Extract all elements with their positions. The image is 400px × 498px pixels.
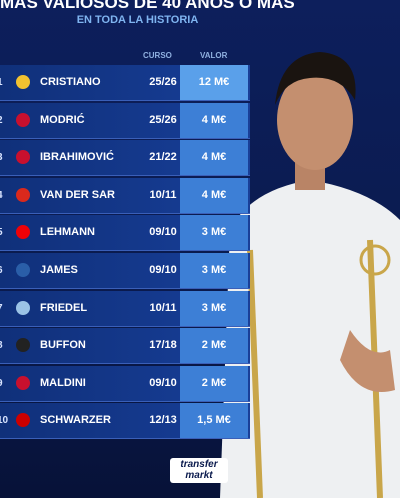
market-value: 12 M€ [180,65,248,100]
season: 10/11 [149,301,177,314]
player-name: LEHMANN [40,226,95,239]
rank: 4 [0,178,3,213]
market-value: 1,5 M€ [180,403,248,439]
rank: 8 [0,328,3,363]
title: MÁS VALIOSOS DE 40 AÑOS O MÁS [0,0,295,12]
club-logo [16,413,30,428]
club-logo [16,150,30,165]
club-logo [16,300,30,315]
season: 09/10 [149,226,177,239]
club-logo [16,338,30,353]
club-logo [16,75,30,89]
player-name: FRIEDEL [40,301,88,314]
logo-text: transfer [180,459,218,470]
column-header: VALOR [200,51,228,60]
rank: 3 [0,140,3,175]
market-value: 4 M€ [180,102,248,138]
table-row: 4 VAN DER SAR 10/114 M€ [0,177,250,214]
market-value: 3 M€ [180,215,248,251]
rank: 7 [0,291,3,326]
player-name: MALDINI [40,376,86,389]
rank: 2 [0,103,3,138]
player-name: MODRIĆ [40,113,85,126]
player-name: CRISTIANO [40,76,101,88]
rank: 6 [0,253,3,288]
season: 10/11 [149,188,177,201]
club-logo [16,225,30,240]
table-row: 2 MODRIĆ 25/264 M€ [0,102,250,139]
season: 25/26 [149,76,177,88]
market-value: 4 M€ [180,177,248,213]
market-value: 4 M€ [180,140,248,176]
player-name: JAMES [40,264,78,276]
club-logo [16,263,30,277]
player-name: VAN DER SAR [40,188,115,201]
season: 21/22 [149,151,177,164]
season: 09/10 [149,264,177,276]
player-photo [220,52,400,498]
table-row: 10 SCHWARZER 12/131,5 M€ [0,403,250,440]
player-name: SCHWARZER [40,414,111,427]
season: 12/13 [149,414,177,427]
rank: 1 [0,65,3,100]
season: 25/26 [149,113,177,126]
table-row: 6 JAMES 09/103 M€ [0,253,250,289]
market-value: 3 M€ [180,253,248,288]
market-value: 3 M€ [180,290,248,326]
footer-logo: transfer markt [170,458,228,483]
rank: 9 [0,366,3,401]
club-logo [16,187,30,202]
column-header: CURSO [143,51,172,60]
logo-text: markt [185,470,213,481]
season: 17/18 [149,339,177,352]
season: 09/10 [149,376,177,389]
table-row: 8 BUFFON 17/182 M€ [0,328,250,365]
market-value: 2 M€ [180,328,248,364]
club-logo [16,375,30,390]
market-value: 2 M€ [180,365,248,401]
rank: 10 [0,415,9,427]
player-name: BUFFON [40,339,86,352]
club-logo [16,112,30,127]
table-row: 5 LEHMANN 09/103 M€ [0,215,250,252]
table-row: 9 MALDINI 09/102 M€ [0,365,250,402]
table-row: 3 IBRAHIMOVIĆ 21/224 M€ [0,140,250,177]
subtitle: EN TODA LA HISTORIA [76,14,199,26]
rank: 5 [0,215,3,250]
table-row: 7 FRIEDEL 10/113 M€ [0,290,250,327]
player-name: IBRAHIMOVIĆ [40,151,114,164]
